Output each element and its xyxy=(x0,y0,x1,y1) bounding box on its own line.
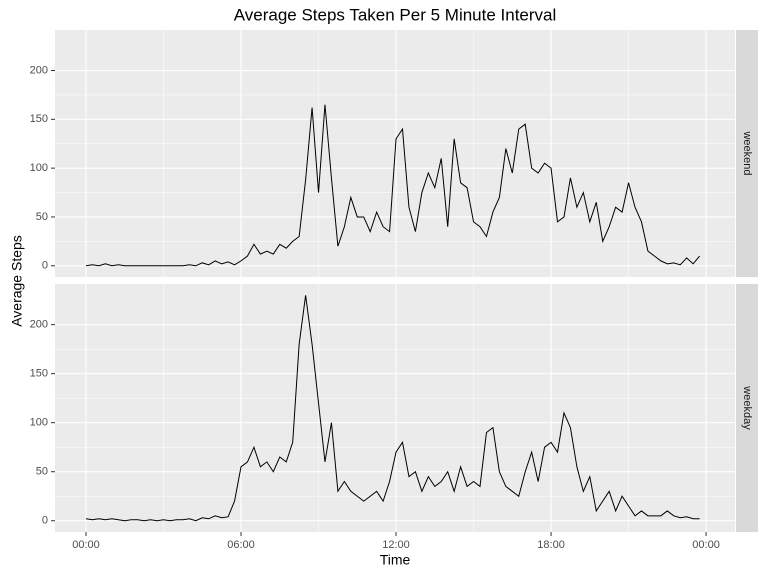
y-tick-label: 200 xyxy=(30,319,48,331)
y-tick-label: 100 xyxy=(30,162,48,174)
facet-label: weekend xyxy=(741,130,753,175)
facet-strip xyxy=(736,284,758,532)
y-axis-label: Average Steps xyxy=(9,235,25,327)
chart-title: Average Steps Taken Per 5 Minute Interva… xyxy=(234,5,557,24)
y-tick-label: 150 xyxy=(30,368,48,380)
line xyxy=(85,295,700,522)
x-tick-label: 12:00 xyxy=(382,539,410,551)
y-tick-label: 100 xyxy=(30,417,48,429)
x-axis-label: Time xyxy=(380,552,411,568)
y-tick-label: 150 xyxy=(30,113,48,125)
x-tick-label: 06:00 xyxy=(227,539,255,551)
y-tick-label: 200 xyxy=(30,64,48,76)
x-tick-label: 00:00 xyxy=(72,539,100,551)
x-tick-label: 18:00 xyxy=(537,539,565,551)
y-tick-label: 0 xyxy=(42,515,48,527)
facet-label: weekday xyxy=(741,385,753,430)
y-tick-label: 0 xyxy=(42,260,48,272)
panel-background xyxy=(55,284,735,532)
y-tick-label: 50 xyxy=(36,211,48,223)
facet-strip xyxy=(736,30,758,277)
y-tick-label: 50 xyxy=(36,466,48,478)
x-tick-label: 00:00 xyxy=(692,539,720,551)
line xyxy=(85,104,700,267)
